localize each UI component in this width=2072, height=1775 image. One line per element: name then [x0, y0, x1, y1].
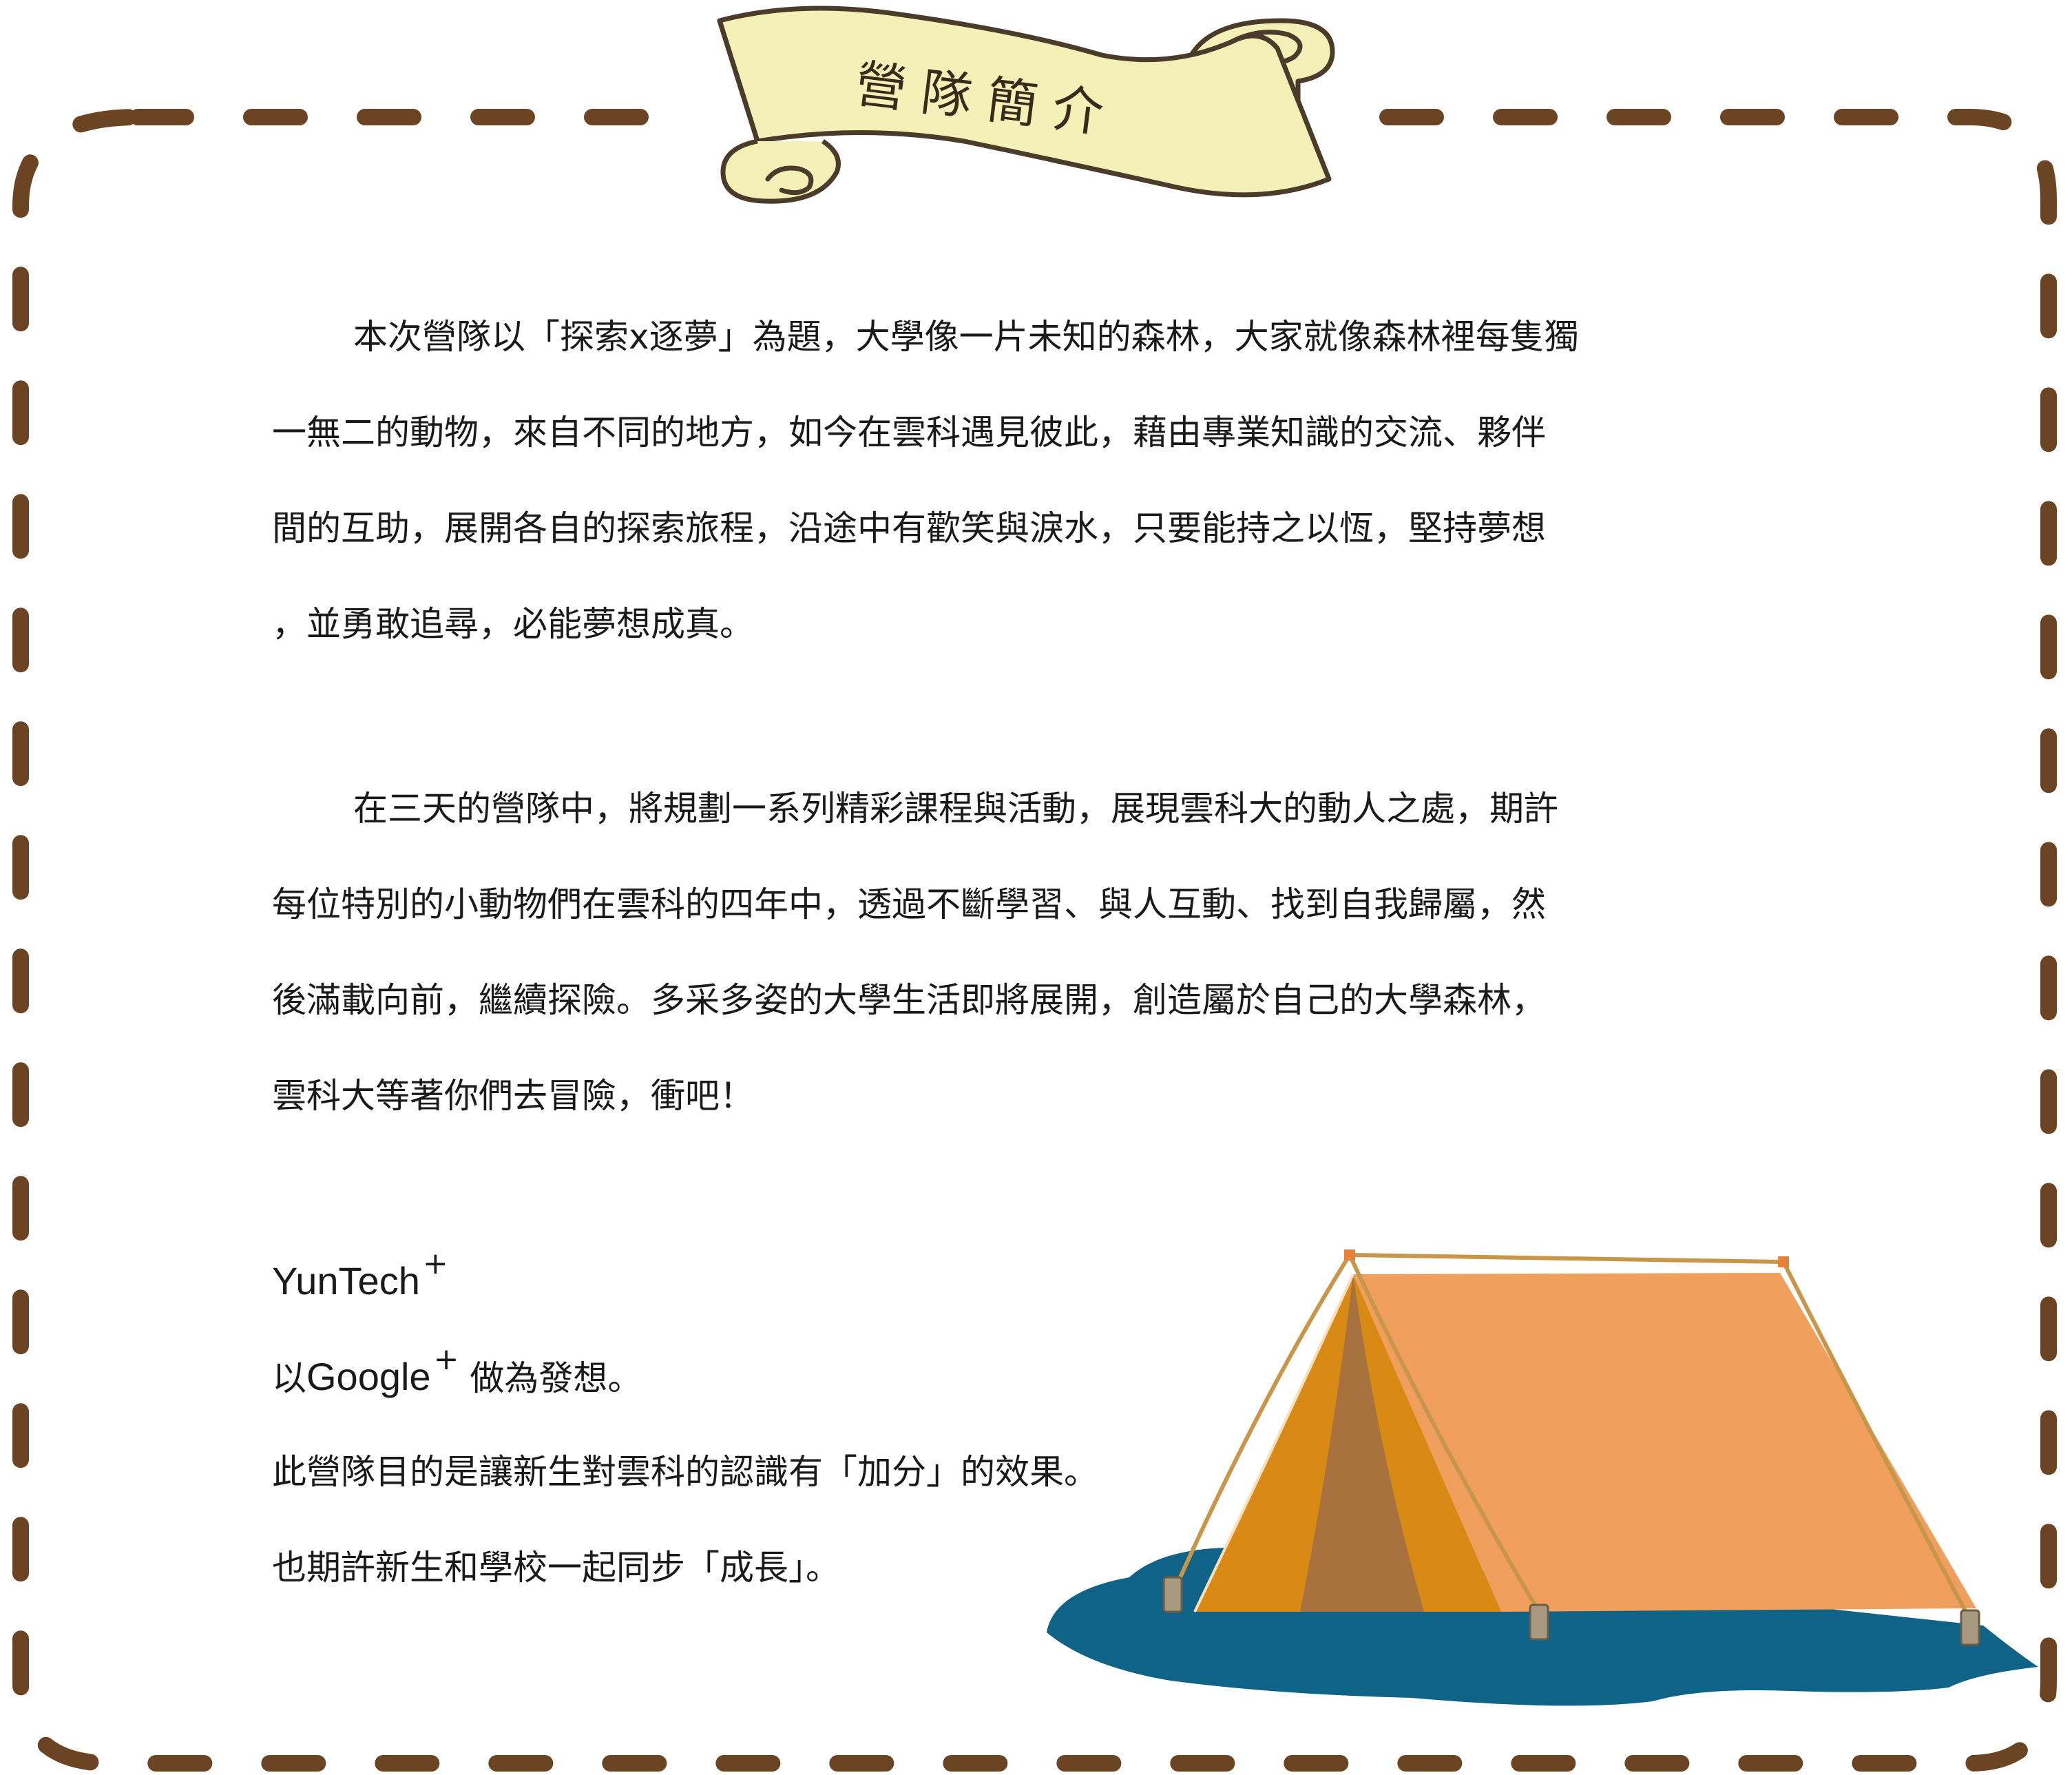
brand-plus: + — [422, 1246, 448, 1281]
text-line: ，並勇敢追尋，必能夢想成真。 — [272, 604, 754, 644]
google-plus: + — [433, 1342, 459, 1377]
brand-name: YunTech — [272, 1259, 420, 1302]
text-line: 在三天的營隊中，將規劃一系列精彩課程與活動，展現雲科大的動人之處，期許 — [353, 789, 1558, 829]
text-line: 間的互助，展開各自的探索旅程，沿途中有歡笑與淚水，只要能持之以恆，堅持夢想 — [272, 508, 1546, 548]
inspiration-prefix: 以 — [272, 1358, 306, 1398]
text-line: 一無二的動物，來自不同的地方，如今在雲科遇見彼此，藉由專業知識的交流、夥伴 — [272, 413, 1546, 453]
title-scroll-banner — [717, 6, 1335, 204]
intro-paragraph-1: 本次營隊以「探索x逐夢」為題，大學像一片未知的森林，大家就像森林裡每隻獨 一無二… — [272, 289, 1814, 672]
intro-paragraph-2: 在三天的營隊中，將規劃一系列精彩課程與活動，展現雲科大的動人之處，期許 每位特別… — [272, 761, 1814, 1144]
name-section: YunTech+ 以Google+ 做為發想。 此營隊目的是讓新生對雲科的認識有… — [272, 1233, 1305, 1616]
growth-line: 也期許新生和學校一起同步「成長」。 — [272, 1548, 840, 1588]
tent-illustration — [1047, 1249, 2038, 1706]
text-line: 本次營隊以「探索x逐夢」為題，大學像一片未知的森林，大家就像森林裡每隻獨 — [353, 317, 1579, 357]
google-brand: Google — [306, 1355, 431, 1398]
purpose-line: 此營隊目的是讓新生對雲科的認識有「加分」的效果。 — [272, 1452, 1098, 1492]
brand-line: YunTech+ — [272, 1233, 1305, 1329]
inspiration-suffix: 做為發想。 — [459, 1358, 642, 1398]
text-line: 每位特別的小動物們在雲科的四年中，透過不斷學習、與人互動、找到自我歸屬，然 — [272, 884, 1546, 924]
text-line: 雲科大等著你們去冒險，衝吧！ — [272, 1076, 754, 1116]
inspiration-line: 以Google+ 做為發想。 — [272, 1329, 1305, 1424]
text-line: 後滿載向前，繼續探險。多采多姿的大學生活即將展開，創造屬於自己的大學森林， — [272, 980, 1546, 1020]
